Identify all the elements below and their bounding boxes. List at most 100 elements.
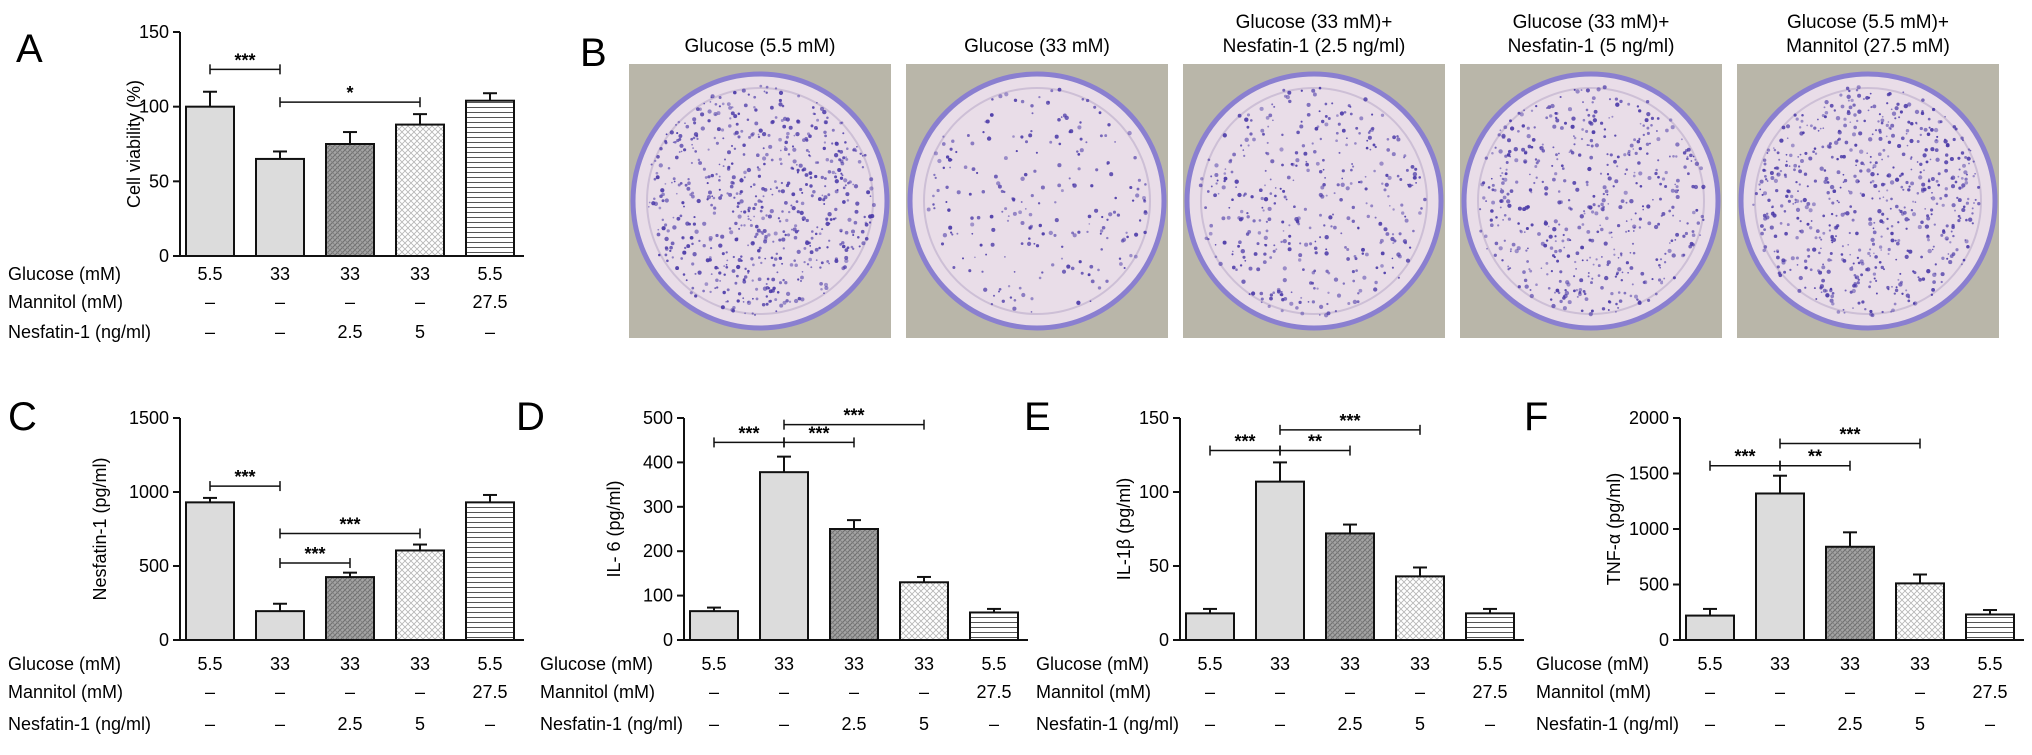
condition-row-value: 27.5 (1972, 682, 2007, 702)
condition-row-value: 27.5 (472, 682, 507, 702)
condition-row-label: Glucose (mM) (8, 264, 121, 284)
condition-row-value: 2.5 (841, 714, 866, 734)
condition-row-label: Mannitol (mM) (1036, 682, 1151, 702)
bar (395, 549, 445, 642)
petri-dish-inner-rim (923, 87, 1151, 315)
y-tick-label: 500 (1639, 575, 1669, 595)
bar (1685, 614, 1735, 642)
condition-row-value: 5 (415, 714, 425, 734)
condition-row-value: 5 (1915, 714, 1925, 734)
y-tick-label: 0 (159, 246, 169, 266)
colony-dots (1479, 85, 1706, 317)
panel-letter-e: E (1024, 395, 1051, 439)
condition-row-label: Glucose (mM) (540, 654, 653, 674)
condition-row-value: 33 (1270, 654, 1290, 674)
colony-plate (629, 64, 891, 338)
y-tick-label: 1500 (1629, 464, 1669, 484)
condition-row-value: 33 (340, 654, 360, 674)
condition-row-value: 33 (410, 654, 430, 674)
condition-row-value: 27.5 (976, 682, 1011, 702)
plate-caption-line1: Glucose (33 mM) (964, 36, 1110, 57)
y-tick-label: 100 (643, 586, 673, 606)
y-tick-label: 0 (159, 630, 169, 650)
bar (1255, 480, 1305, 642)
y-tick-label: 500 (139, 556, 169, 576)
petri-dish (1184, 71, 1444, 331)
bar (1325, 532, 1375, 641)
plate-caption-line1: Glucose (33 mM)+ (1236, 12, 1393, 33)
y-tick-label: 400 (643, 452, 673, 472)
colony-plate (1460, 64, 1722, 338)
bar (255, 157, 305, 257)
plate-caption-line2: Nesfatin-1 (2.5 ng/ml) (1223, 36, 1406, 57)
bar (185, 105, 235, 257)
condition-row-value: 5.5 (981, 654, 1006, 674)
bar (759, 471, 809, 641)
condition-row-value: 5.5 (1977, 654, 2002, 674)
y-tick-label: 50 (1149, 556, 1169, 576)
bar (1895, 582, 1945, 642)
condition-row-label: Glucose (mM) (1036, 654, 1149, 674)
y-tick-label: 100 (1139, 482, 1169, 502)
bar (465, 501, 515, 641)
condition-row-value: 5.5 (701, 654, 726, 674)
condition-row-value: – (709, 714, 719, 734)
condition-row-label: Nesfatin-1 (ng/ml) (8, 322, 151, 342)
condition-row-value: – (205, 292, 215, 312)
condition-row-value: 33 (270, 264, 290, 284)
condition-row-value: 33 (774, 654, 794, 674)
bar-chart-d: 0 100 200 300 400 500 IL- 6 (pg/ml) *** *** *** Gl… (540, 406, 1028, 734)
significance-label: *** (234, 467, 255, 487)
condition-row-value: – (485, 322, 495, 342)
condition-row-label: Nesfatin-1 (ng/ml) (540, 714, 683, 734)
petri-dish-inner-rim (646, 87, 874, 315)
colony-dots (1198, 86, 1427, 318)
condition-row-value: 33 (1770, 654, 1790, 674)
colony-plates: Glucose (5.5 mM) Glucose (33 mM) Glucose (… (629, 12, 1999, 338)
condition-row-value: 5.5 (1697, 654, 1722, 674)
y-tick-label: 1500 (129, 408, 169, 428)
condition-row-value: – (1985, 714, 1995, 734)
condition-row-value: 33 (844, 654, 864, 674)
bar (185, 501, 235, 641)
bar (1755, 492, 1805, 642)
condition-row-value: – (1705, 714, 1715, 734)
condition-row-value: 33 (1840, 654, 1860, 674)
condition-row-value: – (989, 714, 999, 734)
condition-row-value: – (1775, 682, 1785, 702)
bar (465, 99, 515, 258)
condition-row-value: 5.5 (197, 264, 222, 284)
condition-row-value: – (1705, 682, 1715, 702)
condition-row-value: 33 (270, 654, 290, 674)
colony-dots (1752, 85, 1981, 318)
condition-row-value: – (275, 292, 285, 312)
condition-row-value: 2.5 (337, 714, 362, 734)
condition-row-value: – (1275, 682, 1285, 702)
significance-label: *** (339, 514, 360, 534)
condition-row-value: – (275, 682, 285, 702)
significance-label: ** (1308, 432, 1322, 452)
petri-dish-inner-rim (1754, 87, 1982, 315)
condition-row-label: Mannitol (mM) (540, 682, 655, 702)
condition-row-value: – (1345, 682, 1355, 702)
panel-letter-a: A (16, 27, 43, 71)
condition-row-value: – (345, 292, 355, 312)
condition-row-value: 33 (1340, 654, 1360, 674)
condition-row-value: 5.5 (477, 264, 502, 284)
y-axis-title: TNF-α (pg/ml) (1604, 473, 1624, 585)
bar (1465, 612, 1515, 641)
condition-row-label: Glucose (mM) (1536, 654, 1649, 674)
condition-row-value: 27.5 (1472, 682, 1507, 702)
significance-label: *** (1839, 425, 1860, 445)
significance-label: *** (304, 544, 325, 564)
plate-caption-line2: Nesfatin-1 (5 ng/ml) (1508, 36, 1675, 57)
condition-row-value: – (1205, 682, 1215, 702)
condition-row-value: 33 (914, 654, 934, 674)
bar (1185, 612, 1235, 641)
condition-row-label: Mannitol (mM) (8, 292, 123, 312)
y-axis-title: IL- 6 (pg/ml) (604, 480, 624, 577)
